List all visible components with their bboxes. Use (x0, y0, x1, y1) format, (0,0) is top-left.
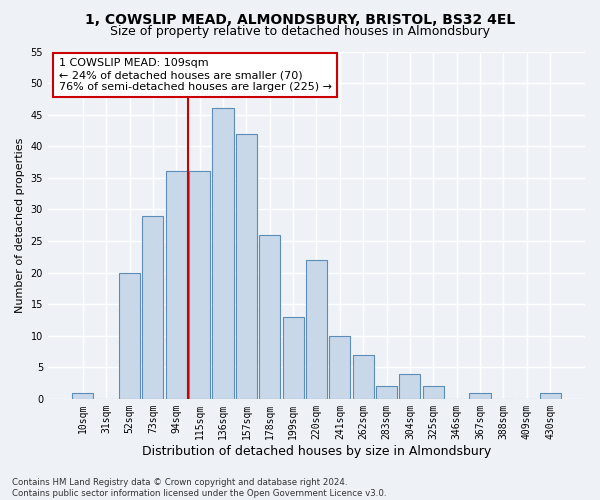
Bar (236, 134, 257, 399)
X-axis label: Distribution of detached houses by size in Almondsbury: Distribution of detached houses by size … (142, 444, 491, 458)
Bar (376, 386, 397, 399)
Bar (329, 336, 350, 399)
Text: 1, COWSLIP MEAD, ALMONDSBURY, BRISTOL, BS32 4EL: 1, COWSLIP MEAD, ALMONDSBURY, BRISTOL, B… (85, 12, 515, 26)
Text: Contains HM Land Registry data © Crown copyright and database right 2024.
Contai: Contains HM Land Registry data © Crown c… (12, 478, 386, 498)
Bar (212, 108, 233, 399)
Bar (400, 374, 421, 399)
Bar (306, 260, 327, 399)
Bar (119, 272, 140, 399)
Bar (423, 386, 444, 399)
Bar (73, 392, 94, 399)
Bar (469, 392, 491, 399)
Bar (283, 316, 304, 399)
Bar (259, 234, 280, 399)
Text: Size of property relative to detached houses in Almondsbury: Size of property relative to detached ho… (110, 25, 490, 38)
Y-axis label: Number of detached properties: Number of detached properties (15, 138, 25, 313)
Bar (189, 172, 210, 399)
Bar (142, 216, 163, 399)
Bar (166, 172, 187, 399)
Bar (353, 354, 374, 399)
Text: 1 COWSLIP MEAD: 109sqm
← 24% of detached houses are smaller (70)
76% of semi-det: 1 COWSLIP MEAD: 109sqm ← 24% of detached… (59, 58, 332, 92)
Bar (539, 392, 560, 399)
